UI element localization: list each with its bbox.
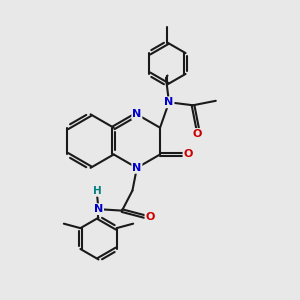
Text: O: O: [184, 149, 193, 160]
Text: N: N: [94, 204, 103, 214]
Text: O: O: [193, 129, 202, 139]
Text: H: H: [93, 186, 101, 196]
Text: N: N: [164, 97, 174, 107]
Text: N: N: [132, 163, 142, 173]
Text: N: N: [132, 109, 142, 119]
Text: O: O: [146, 212, 155, 222]
